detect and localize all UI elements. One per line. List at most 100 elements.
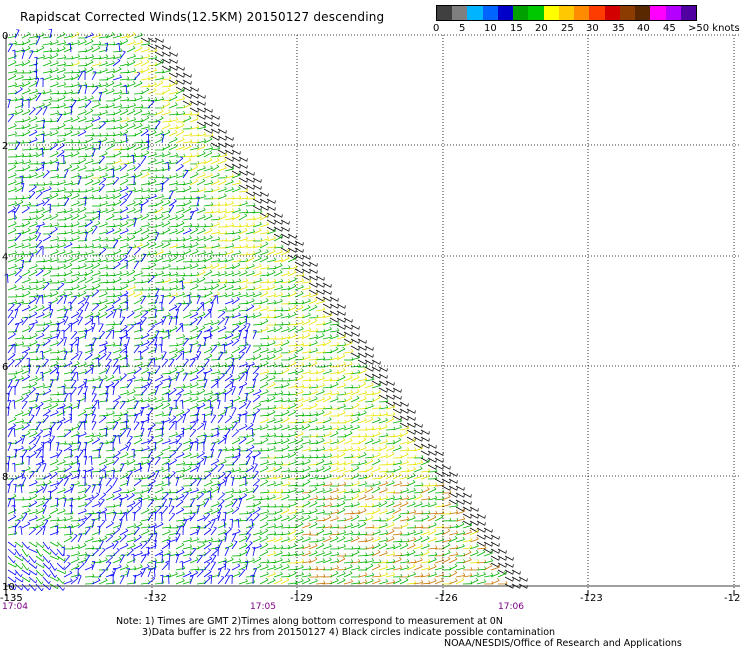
wind-barb-flag [134, 181, 137, 185]
wind-barb-flag [112, 165, 115, 169]
wind-barb [77, 111, 87, 116]
wind-barb-flag [147, 278, 151, 282]
wind-barb [210, 174, 220, 179]
wind-barb-flag [265, 290, 269, 294]
legend-label: 15 [510, 23, 523, 34]
wind-barb-flag [175, 431, 178, 435]
wind-barb [13, 399, 16, 410]
wind-barb [280, 281, 290, 284]
wind-barb-flag [323, 306, 326, 310]
wind-barb [203, 225, 213, 228]
wind-barb [217, 260, 227, 263]
wind-barb [266, 419, 276, 424]
wind-barb [112, 105, 122, 109]
wind-barb-flag [211, 201, 214, 205]
wind-barb [56, 349, 66, 354]
wind-barb [273, 265, 283, 270]
wind-barb [294, 385, 304, 389]
wind-barb-flag [272, 409, 276, 413]
wind-barb [406, 440, 416, 445]
wind-barb [98, 300, 108, 305]
wind-barb-flag [223, 158, 227, 161]
wind-barb-flag [300, 291, 304, 294]
wind-barb [385, 406, 395, 410]
wind-barb [364, 352, 374, 358]
wind-barb [161, 400, 171, 403]
wind-barb-flag [330, 384, 333, 388]
wind-barb [273, 246, 284, 249]
wind-barb [280, 440, 290, 445]
wind-barb [70, 62, 80, 67]
wind-barb-flag [91, 249, 94, 253]
wind-barb-flag [189, 179, 192, 183]
wind-barb-flag [188, 185, 192, 189]
wind-barb-flag [139, 123, 143, 126]
wind-barb [147, 83, 157, 88]
wind-barb [259, 191, 269, 197]
wind-barb-flag [287, 326, 290, 330]
wind-barb [266, 281, 276, 284]
wind-barb [84, 319, 93, 326]
wind-barb-flag [222, 310, 226, 313]
wind-barb [42, 162, 45, 172]
wind-barb [140, 77, 150, 81]
wind-barb [175, 146, 185, 151]
wind-barb-flag [20, 319, 24, 322]
wind-barb [189, 327, 199, 333]
wind-barb [35, 132, 45, 137]
wind-barb-flag [140, 32, 143, 36]
wind-barb-flag [372, 412, 375, 416]
wind-barb [203, 190, 213, 193]
wind-barb-flag [76, 318, 79, 321]
wind-barb [336, 317, 346, 323]
wind-barb [217, 415, 224, 424]
wind-barb-flag [37, 232, 41, 234]
wind-barb [140, 113, 150, 116]
wind-barb [392, 426, 402, 431]
wind-barb-flag [33, 70, 37, 73]
wind-barb [91, 215, 101, 221]
wind-barb [21, 302, 31, 305]
wind-barb-flag [70, 291, 73, 294]
wind-barb [322, 303, 332, 309]
wind-barb [49, 428, 53, 438]
wind-barb [105, 259, 115, 263]
wind-barb [140, 61, 150, 67]
wind-barb [126, 209, 136, 214]
wind-barb [7, 333, 16, 340]
wind-barb [14, 304, 22, 312]
wind-barb-flag [49, 186, 52, 190]
wind-barb-flag [183, 153, 186, 157]
wind-barb [91, 226, 98, 235]
wind-barb-flag [178, 442, 182, 445]
wind-barb [84, 406, 94, 410]
wind-barb [84, 138, 94, 144]
wind-barb-flag [143, 316, 147, 319]
wind-barb-flag [148, 166, 151, 170]
wind-barb [224, 273, 234, 277]
wind-barb-flag [322, 368, 325, 372]
wind-barb [294, 439, 304, 445]
wind-barb [140, 341, 150, 347]
wind-barb [259, 232, 269, 235]
wind-barb-flag [90, 227, 94, 231]
wind-barb [217, 195, 227, 200]
wind-barb-flag [67, 324, 71, 327]
wind-barb-flag [112, 180, 116, 184]
wind-barb-flag [85, 153, 88, 157]
wind-barb [392, 420, 402, 424]
wind-barb-flag [34, 269, 38, 273]
wind-barb [322, 419, 332, 424]
wind-barb [133, 189, 143, 193]
wind-barb-flag [322, 389, 325, 392]
wind-barb-flag [169, 397, 172, 401]
wind-barb [70, 294, 80, 298]
wind-barb [251, 427, 254, 438]
wind-barb-flag [174, 94, 178, 98]
wind-barb-flag [126, 389, 129, 393]
wind-barb-flag [203, 264, 207, 268]
wind-barb [175, 209, 185, 214]
wind-barb-flag [217, 438, 220, 442]
wind-barb [224, 181, 234, 186]
wind-barb [21, 125, 31, 130]
